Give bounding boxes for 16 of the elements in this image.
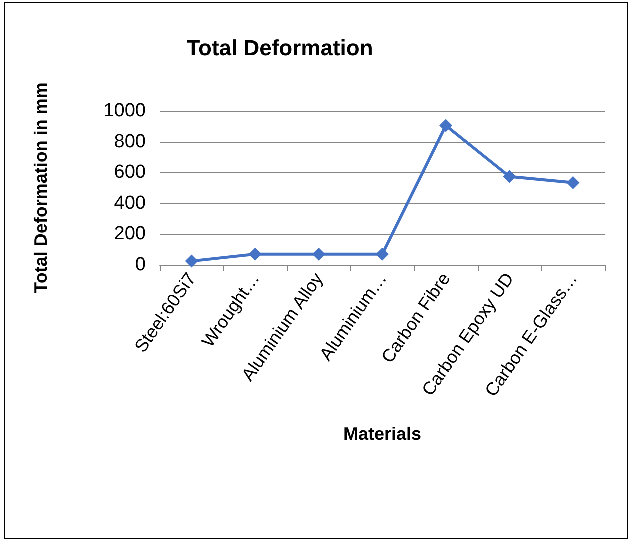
y-tick-label: 0: [135, 254, 146, 276]
point: [566, 176, 580, 190]
y-axis-title: Total Deformation in mm: [31, 82, 51, 294]
y-tick-label: 1000: [104, 100, 146, 122]
point: [312, 248, 326, 261]
point: [440, 119, 453, 132]
x-axis-title: Materials: [343, 424, 422, 444]
point: [185, 254, 198, 268]
y-tick-label: 800: [114, 131, 146, 152]
point: [248, 248, 262, 261]
point: [376, 248, 389, 261]
y-tick-label: 400: [114, 192, 146, 214]
chart-title: Total Deformation: [186, 36, 374, 60]
point: [503, 170, 516, 184]
y-tick-label: 200: [114, 224, 146, 245]
y-tick-label: 600: [114, 162, 146, 184]
